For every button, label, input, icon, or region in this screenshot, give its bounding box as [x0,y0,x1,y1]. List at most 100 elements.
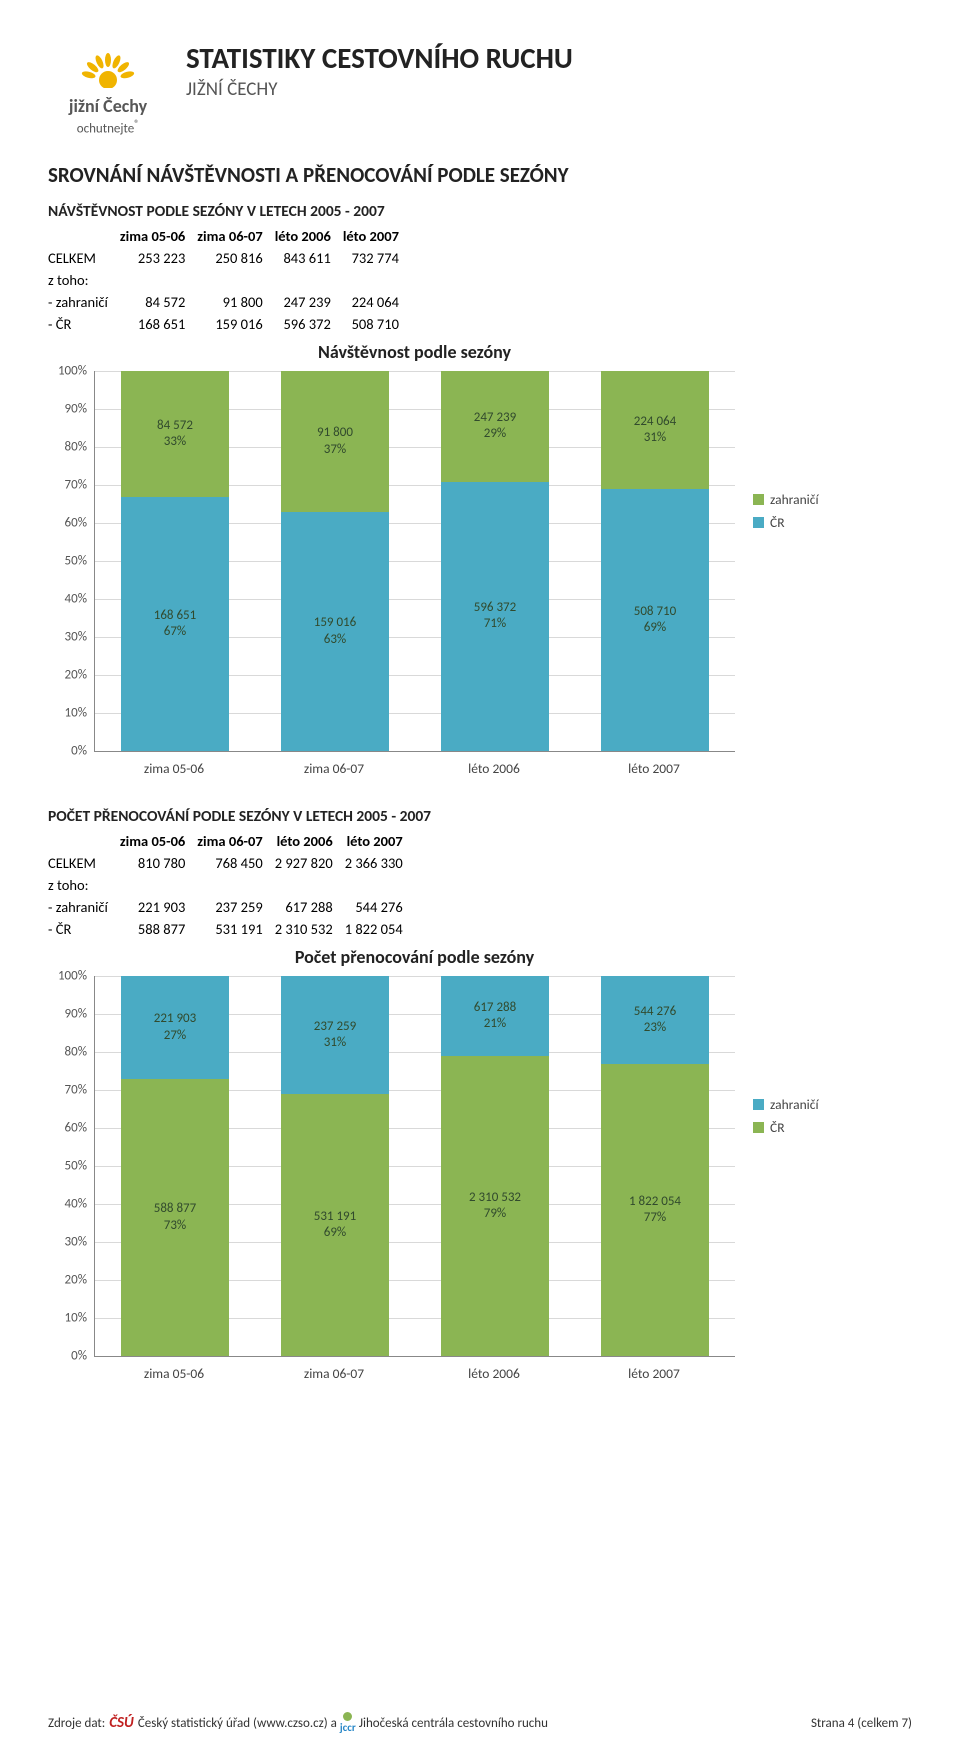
table-row: zima 05-06 zima 06-07 léto 2006 léto 200… [48,830,415,852]
row-lbl: CELKEM [48,247,120,269]
row-lbl: - ČR [48,313,120,335]
x-axis-labels: zima 05-06 zima 06-07 léto 2006 léto 2007 [94,760,734,777]
bar-segment-top: 224 06431% [601,371,709,489]
cell: 168 651 [120,313,197,335]
chart1-legend: zahraničí ČR [753,491,819,537]
y-tick: 70% [65,478,95,493]
bar-segment-bottom: 159 01663% [281,512,389,751]
chart2-legend: zahraničí ČR [753,1096,819,1142]
bar-segment-bottom: 588 87773% [121,1079,229,1356]
table-overnights: zima 05-06 zima 06-07 léto 2006 léto 200… [48,830,415,940]
col-h: zima 05-06 [120,225,197,247]
x-tick: léto 2006 [440,1365,548,1382]
bar-segment-top: 221 90327% [121,976,229,1079]
section-heading: SROVNÁNÍ NÁVŠTĚVNOSTI A PŘENOCOVÁNÍ PODL… [48,162,912,188]
bar-column: 221 90327%588 87773% [121,976,229,1356]
sun-icon [69,40,147,88]
legend-label: ČR [770,1119,785,1136]
cell: 224 064 [343,291,411,313]
page-subtitle: JIŽNÍ ČECHY [186,78,573,101]
table-row: - ČR 588 877 531 191 2 310 532 1 822 054 [48,918,415,940]
cell: 237 259 [197,896,274,918]
bar-column: 224 06431%508 71069% [601,371,709,751]
y-tick: 40% [65,1197,95,1212]
legend-item: zahraničí [753,491,819,508]
jccr-icon [343,1712,352,1721]
footer-left: Zdroje dat: ČSÚ Český statistický úřad (… [48,1712,548,1734]
col-h: zima 06-07 [197,830,274,852]
cell: 508 710 [343,313,411,335]
legend-label: zahraničí [770,1096,819,1113]
y-tick: 90% [65,402,95,417]
table-row: z toho: [48,269,411,291]
bar-column: 544 27623%1 822 05477% [601,976,709,1356]
bar-segment-bottom: 1 822 05477% [601,1064,709,1357]
logo-line2-text: ochutnejte [77,121,134,136]
x-tick: léto 2007 [600,760,708,777]
chart-title: Počet přenocování podle sezóny [94,946,735,968]
y-tick: 100% [58,364,95,379]
row-lbl: - zahraničí [48,291,120,313]
y-tick: 30% [65,1235,95,1250]
chart-visits: Návštěvnost podle sezóny0%10%20%30%40%50… [94,341,735,777]
footer-text: Český statistický úřad (www.czso.cz) a [138,1716,337,1731]
row-lbl: CELKEM [48,852,120,874]
table2-title: POČET PŘENOCOVÁNÍ PODLE SEZÓNY V LETECH … [48,807,912,826]
legend-item: ČR [753,1119,819,1136]
y-tick: 90% [65,1007,95,1022]
table-row: - zahraničí 221 903 237 259 617 288 544 … [48,896,415,918]
bar-column: 237 25931%531 19169% [281,976,389,1356]
x-tick: zima 06-07 [280,1365,388,1382]
x-tick: léto 2006 [440,760,548,777]
legend-item: zahraničí [753,1096,819,1113]
row-lbl: - zahraničí [48,896,120,918]
row-lbl: - ČR [48,918,120,940]
cell: 617 288 [275,896,345,918]
y-tick: 80% [65,1045,95,1060]
x-tick: zima 05-06 [120,760,228,777]
csu-logo: ČSÚ [109,1714,134,1732]
footer-text: Zdroje dat: [48,1716,105,1731]
plot-area: 0%10%20%30%40%50%60%70%80%90%100%84 5723… [94,371,735,752]
chart1-wrap: Návštěvnost podle sezóny0%10%20%30%40%50… [48,341,912,777]
cell: 843 611 [275,247,343,269]
bar-segment-top: 91 80037% [281,371,389,512]
cell: 159 016 [197,313,274,335]
x-tick: zima 06-07 [280,760,388,777]
reg-mark: ® [134,117,139,130]
cell: 2 366 330 [345,852,415,874]
y-tick: 100% [58,969,95,984]
bar-segment-top: 237 25931% [281,976,389,1094]
x-tick: zima 05-06 [120,1365,228,1382]
y-tick: 60% [65,516,95,531]
y-tick: 20% [65,668,95,683]
page-number: Strana 4 (celkem 7) [811,1716,912,1731]
bar-segment-bottom: 531 19169% [281,1094,389,1356]
bar-segment-bottom: 168 65167% [121,497,229,752]
legend-swatch [753,494,764,505]
cell: 1 822 054 [345,918,415,940]
bar-segment-bottom: 596 37271% [441,482,549,752]
plot-area: 0%10%20%30%40%50%60%70%80%90%100%221 903… [94,976,735,1357]
y-tick: 30% [65,630,95,645]
table-row: z toho: [48,874,415,896]
bar-segment-top: 247 23929% [441,371,549,481]
legend-item: ČR [753,514,819,531]
col-h: léto 2007 [345,830,415,852]
y-tick: 20% [65,1273,95,1288]
y-tick: 0% [71,744,95,759]
cell: 768 450 [197,852,274,874]
y-tick: 10% [65,706,95,721]
y-tick: 70% [65,1083,95,1098]
x-tick: léto 2007 [600,1365,708,1382]
bars: 84 57233%168 65167%91 80037%159 01663%24… [95,371,735,751]
cell: 588 877 [120,918,197,940]
y-tick: 50% [65,1159,95,1174]
y-tick: 50% [65,554,95,569]
col-h: zima 05-06 [120,830,197,852]
bar-segment-bottom: 2 310 53279% [441,1056,549,1356]
header: jižní Čechy ochutnejte® STATISTIKY CESTO… [48,40,912,136]
y-tick: 10% [65,1311,95,1326]
cell: 250 816 [197,247,274,269]
col-h: zima 06-07 [197,225,274,247]
